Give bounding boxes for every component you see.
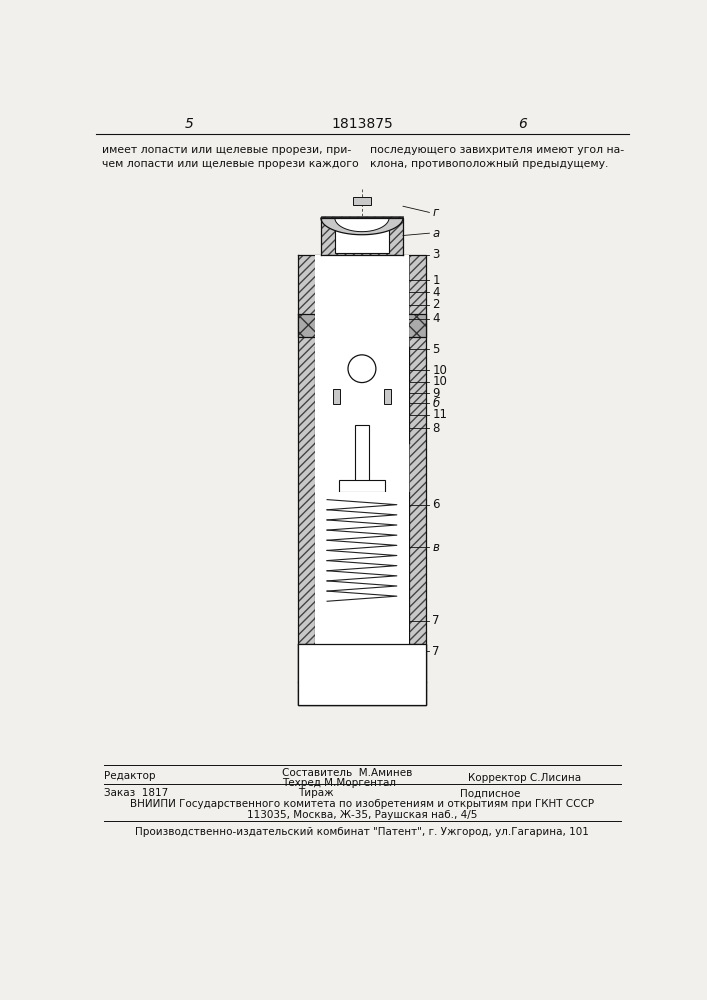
Bar <box>315 255 409 682</box>
Text: г: г <box>433 206 438 219</box>
Text: 6: 6 <box>433 498 440 512</box>
Bar <box>298 682 426 705</box>
Text: ВНИИПИ Государственного комитета по изобретениям и открытиям при ГКНТ СССР: ВНИИПИ Государственного комитета по изоб… <box>130 799 594 809</box>
Polygon shape <box>321 218 403 235</box>
Bar <box>339 480 385 492</box>
Bar <box>298 314 316 337</box>
Bar <box>355 425 369 486</box>
Bar <box>337 299 387 311</box>
Text: в: в <box>433 541 439 554</box>
Bar <box>298 644 315 705</box>
Text: 113035, Москва, Ж-35, Раушская наб., 4/5: 113035, Москва, Ж-35, Раушская наб., 4/5 <box>247 810 477 820</box>
Text: Редактор: Редактор <box>104 771 156 781</box>
Bar <box>329 347 395 443</box>
Bar <box>353 197 371 205</box>
Text: Подписное: Подписное <box>460 788 521 798</box>
Text: 11: 11 <box>433 408 448 421</box>
Polygon shape <box>335 218 389 232</box>
Bar <box>345 492 351 601</box>
Bar <box>340 383 384 425</box>
Bar <box>384 389 392 404</box>
Bar <box>387 255 399 311</box>
Text: 2: 2 <box>433 298 440 311</box>
Text: 10: 10 <box>433 375 448 388</box>
Bar <box>332 389 340 404</box>
Bar <box>315 347 329 443</box>
Text: имеет лопасти или щелевые прорези, при-
чем лопасти или щелевые прорези каждого: имеет лопасти или щелевые прорези, при- … <box>103 145 359 169</box>
Text: 6: 6 <box>518 117 527 131</box>
Bar <box>409 644 426 705</box>
Text: б: б <box>433 397 440 410</box>
Bar <box>398 492 409 617</box>
Text: а: а <box>433 227 440 240</box>
Bar <box>325 492 398 617</box>
Bar <box>409 255 426 705</box>
Text: 5: 5 <box>433 343 440 356</box>
Text: Заказ  1817: Заказ 1817 <box>104 788 168 798</box>
Bar <box>395 347 409 443</box>
Text: 10: 10 <box>433 364 448 377</box>
Bar <box>325 311 399 347</box>
Bar <box>298 644 426 705</box>
Text: 9: 9 <box>433 387 440 400</box>
Text: 3: 3 <box>433 248 440 261</box>
Bar <box>325 255 337 311</box>
Bar <box>339 480 385 486</box>
Text: Техред М.Моргентал: Техред М.Моргентал <box>282 778 396 788</box>
Text: Тираж: Тираж <box>298 788 333 798</box>
Bar <box>315 492 325 617</box>
Text: Составитель  М.Аминев: Составитель М.Аминев <box>282 768 412 778</box>
Text: 7: 7 <box>433 614 440 627</box>
Text: последующего завихрителя имеют угол на-
клона, противоположный предыдущему.: последующего завихрителя имеют угол на- … <box>370 145 624 169</box>
Text: 4: 4 <box>433 286 440 299</box>
Text: 1813875: 1813875 <box>331 117 393 131</box>
Bar <box>356 606 368 617</box>
Bar <box>335 218 389 253</box>
Bar <box>373 492 379 601</box>
Text: 5: 5 <box>185 117 194 131</box>
Text: Производственно-издательский комбинат "Патент", г. Ужгород, ул.Гагарина, 101: Производственно-издательский комбинат "П… <box>135 827 589 837</box>
Bar <box>408 314 426 337</box>
Text: 1: 1 <box>433 274 440 287</box>
Text: 8: 8 <box>433 422 440 434</box>
Bar <box>315 617 409 644</box>
Text: Корректор С.Лисина: Корректор С.Лисина <box>468 773 581 783</box>
Circle shape <box>348 355 376 383</box>
Bar <box>337 255 387 311</box>
Text: 4: 4 <box>433 312 440 325</box>
Bar <box>332 389 340 404</box>
Bar <box>298 690 426 705</box>
Bar <box>298 255 315 705</box>
Bar <box>321 216 403 255</box>
Bar <box>384 389 392 404</box>
Text: 7: 7 <box>433 645 440 658</box>
